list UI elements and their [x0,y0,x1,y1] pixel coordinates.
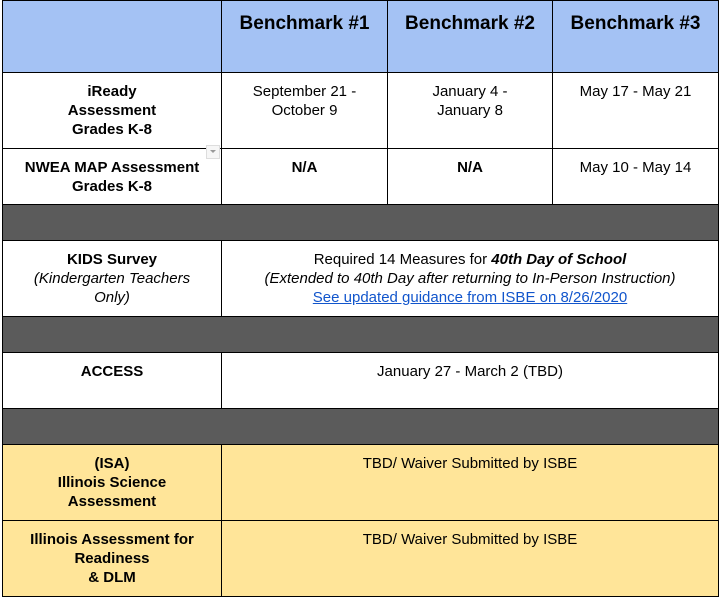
nwea-b2: N/A [387,148,553,205]
dropdown-arrow-icon[interactable] [206,145,220,159]
header-blank [2,0,222,73]
access-row: ACCESS January 27 - March 2 (TBD) [2,352,719,409]
divider-row [2,408,719,445]
iar-row: Illinois Assessment for Readiness & DLM TB… [2,520,719,597]
divider [2,408,719,445]
divider [2,316,719,353]
iready-b1: September 21 - October 9 [221,72,388,149]
nwea-b1: N/A [221,148,388,205]
nwea-row: NWEA MAP Assessment Grades K-8 N/A N/A Ma… [2,148,719,205]
iar-status: TBD/ Waiver Submitted by ISBE [221,520,719,597]
nwea-name: NWEA MAP Assessment Grades K-8 [2,148,222,205]
isa-row: (ISA) Illinois Science Assessment TBD/ Wai… [2,444,719,521]
divider-row [2,316,719,353]
iready-b3: May 17 - May 21 [552,72,719,149]
isa-name: (ISA) Illinois Science Assessment [2,444,222,521]
kids-details: Required 14 Measures for 40th Day of Sch… [221,240,719,317]
isbe-guidance-link[interactable]: See updated guidance from ISBE on 8/26/2… [312,289,628,306]
kids-name: KIDS Survey (Kindergarten Teachers Only) [2,240,222,317]
divider [2,204,719,241]
divider-row [2,204,719,241]
header-row: Benchmark #1 Benchmark #2 Benchmark #3 [2,0,719,73]
iready-b2: January 4 - January 8 [387,72,553,149]
kids-row: KIDS Survey (Kindergarten Teachers Only) R… [2,240,719,317]
iready-row: iReady Assessment Grades K-8 September 21 … [2,72,719,149]
iready-name: iReady Assessment Grades K-8 [2,72,222,149]
header-benchmark-3: Benchmark #3 [552,0,719,73]
access-dates: January 27 - March 2 (TBD) [221,352,719,409]
access-name: ACCESS [2,352,222,409]
nwea-b3: May 10 - May 14 [552,148,719,205]
header-benchmark-2: Benchmark #2 [387,0,553,73]
header-benchmark-1: Benchmark #1 [221,0,388,73]
iar-name: Illinois Assessment for Readiness & DLM [2,520,222,597]
isa-status: TBD/ Waiver Submitted by ISBE [221,444,719,521]
